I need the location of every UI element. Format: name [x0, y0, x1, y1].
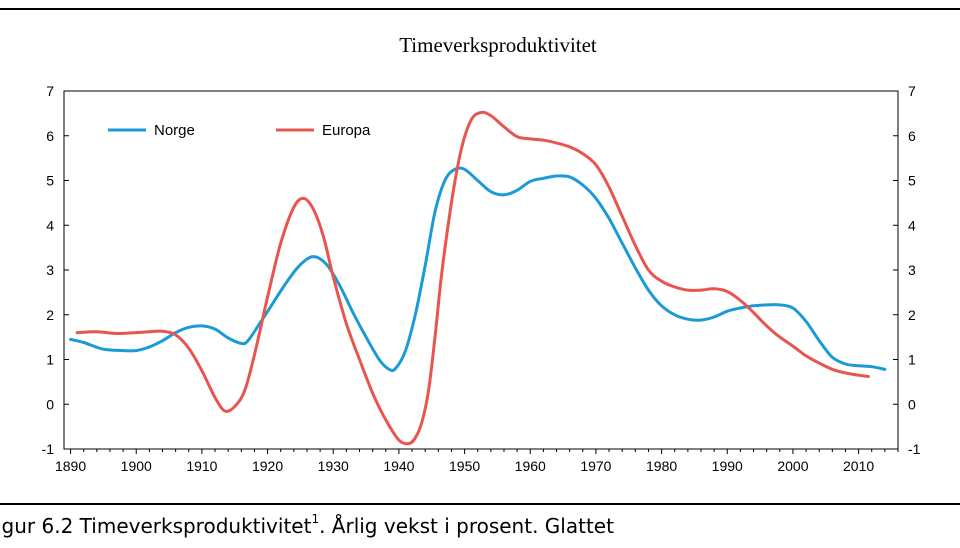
y-tick-label-left: 4 — [46, 217, 54, 233]
bottom-border — [0, 503, 960, 505]
y-tick-label-right: 1 — [908, 352, 916, 368]
y-tick-label-left: 2 — [46, 307, 54, 323]
plot-area — [63, 90, 899, 450]
y-tick-label-right: 3 — [908, 262, 916, 278]
y-tick-label-left: -1 — [42, 441, 55, 457]
legend-label-europa: Europa — [322, 122, 371, 139]
y-tick-label-left: 7 — [46, 83, 54, 99]
x-tick-label: 1980 — [646, 458, 677, 474]
x-tick-label: 1960 — [515, 458, 546, 474]
y-tick-label-left: 6 — [46, 128, 54, 144]
caption-footnote: 1 — [311, 512, 320, 527]
y-tick-label-right: 2 — [908, 307, 916, 323]
x-tick-label: 1900 — [121, 458, 152, 474]
x-tick-label: 1930 — [318, 458, 349, 474]
y-tick-label-right: 6 — [908, 128, 916, 144]
x-tick-label: 2000 — [777, 458, 808, 474]
x-tick-label: 1970 — [580, 458, 611, 474]
y-tick-label-left: 1 — [46, 352, 54, 368]
x-tick-label: 1890 — [55, 458, 86, 474]
chart-title: Timeverksproduktivitet — [399, 33, 597, 57]
caption-text: igur 6.2 Timeverksproduktivitet — [0, 514, 312, 538]
y-tick-label-right: 4 — [908, 217, 916, 233]
legend: Norge Europa — [108, 122, 371, 139]
x-tick-label: 1940 — [383, 458, 414, 474]
y-tick-label-left: 0 — [46, 396, 54, 412]
axes: -1 -1 0 0 1 1 2 2 3 3 4 4 5 5 6 6 7 7 1890 1900 1910 1920 1930… — [42, 83, 921, 474]
x-tick-label: 1990 — [712, 458, 743, 474]
x-tick-label: 1910 — [186, 458, 217, 474]
y-tick-label-right: 0 — [908, 396, 916, 412]
series-line-norge — [69, 166, 887, 373]
caption-rest: . Årlig vekst i prosent. Glattet — [319, 514, 614, 538]
figure-caption: igur 6.2 Timeverksproduktivitet1. Årlig … — [0, 512, 614, 538]
y-tick-label-left: 5 — [46, 173, 54, 189]
y-tick-label-right: 5 — [908, 173, 916, 189]
line-chart: Timeverksproduktivitet -1 -1 0 0 1 1 2 2 3 3 4 4 5 5 6… — [42, 33, 921, 474]
x-tick-label: 2010 — [843, 458, 874, 474]
y-tick-label-left: 3 — [46, 262, 54, 278]
top-border — [0, 8, 960, 10]
series-line-europa — [75, 110, 870, 446]
x-tick-label: 1920 — [252, 458, 283, 474]
x-tick-label: 1950 — [449, 458, 480, 474]
y-tick-label-right: -1 — [908, 441, 921, 457]
series-lines — [69, 110, 887, 446]
y-tick-label-right: 7 — [908, 83, 916, 99]
legend-label-norge: Norge — [154, 122, 195, 139]
